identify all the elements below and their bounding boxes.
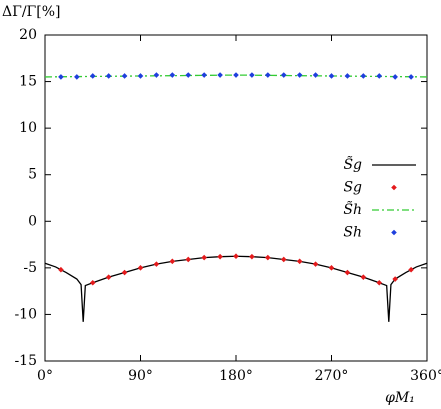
legend-label: S̃h [343, 200, 362, 218]
marker [312, 261, 319, 267]
marker [265, 72, 271, 78]
marker [344, 73, 351, 79]
y-tick-label: 0 [28, 213, 37, 229]
marker [376, 279, 383, 286]
marker [360, 274, 367, 280]
marker [121, 73, 128, 79]
marker [408, 74, 414, 80]
y-tick-label: -15 [14, 353, 37, 369]
y-tick-label: 15 [19, 74, 37, 90]
marker [105, 73, 112, 79]
marker [89, 73, 96, 79]
x-tick-label: 90° [128, 368, 153, 384]
marker [201, 72, 207, 78]
marker [312, 72, 319, 78]
marker [249, 253, 255, 260]
legend-swatch [391, 229, 397, 236]
marker [296, 72, 303, 78]
x-tick-label: 180° [219, 368, 253, 384]
marker [360, 73, 367, 79]
y-tick-label: -5 [23, 260, 37, 276]
marker [58, 266, 64, 273]
marker [392, 276, 398, 282]
marker [201, 254, 207, 261]
marker [280, 72, 287, 78]
marker [280, 256, 287, 263]
marker [185, 72, 192, 78]
marker [105, 274, 112, 280]
marker [74, 74, 80, 80]
x-axis-label: φM₁ [385, 390, 415, 406]
marker [265, 254, 271, 261]
y-tick-label: 5 [28, 167, 37, 183]
series-line [44, 255, 428, 322]
legend-label: S̃g [343, 155, 362, 173]
marker [217, 253, 223, 260]
x-tick-label: 360° [410, 368, 441, 384]
legend-label: Sh [343, 225, 362, 241]
marker [328, 265, 335, 271]
y-tick-label: -10 [14, 306, 37, 322]
legend-swatch [391, 184, 397, 191]
y-tick-label: 10 [19, 120, 37, 136]
marker [153, 72, 160, 78]
marker [249, 72, 255, 78]
marker [153, 261, 160, 267]
marker [233, 253, 239, 260]
marker [185, 256, 192, 263]
marker [328, 73, 335, 79]
marker [233, 72, 239, 78]
marker [169, 258, 176, 265]
marker [344, 269, 351, 276]
x-tick-label: 270° [315, 368, 349, 384]
y-axis-label: ΔΓ/Γ[%] [2, 4, 60, 20]
marker [121, 269, 128, 276]
marker [89, 279, 96, 286]
marker [392, 74, 398, 80]
marker [408, 266, 414, 273]
legend-label: Sg [343, 180, 362, 196]
marker [58, 74, 64, 80]
plot-frame [44, 34, 428, 362]
marker [217, 72, 223, 78]
y-tick-label: 20 [19, 27, 37, 43]
marker [296, 258, 303, 265]
marker [137, 265, 144, 271]
marker [376, 73, 383, 79]
x-tick-label: 0° [37, 368, 53, 384]
marker [169, 72, 176, 78]
marker [137, 73, 144, 79]
